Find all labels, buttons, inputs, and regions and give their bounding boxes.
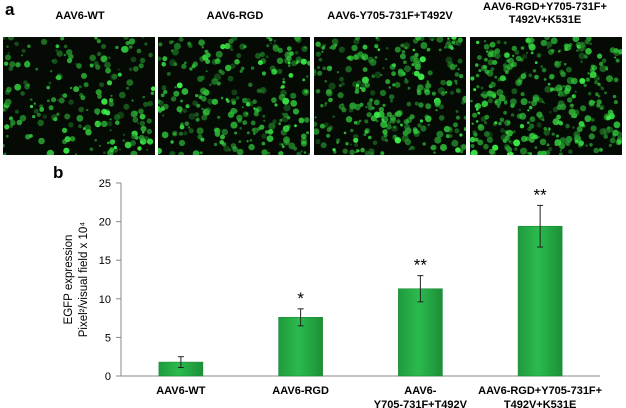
y-axis-label: EGFP expression Pixel²/visual field x 10⁴ (63, 222, 90, 338)
x-category-label: AAV6-RGD (272, 385, 329, 397)
significance-marker: ** (534, 185, 548, 204)
micrograph-title-line: AAV6-RGD (206, 10, 264, 22)
fluorescence-micrograph (158, 37, 310, 155)
bar (517, 225, 563, 377)
y-tick-label: 25 (99, 178, 111, 190)
fluorescence-micrograph (470, 37, 622, 155)
micrograph-title-line: AAV6-Y705-731F+T492V (327, 10, 453, 22)
y-tick-label: 20 (99, 217, 111, 229)
x-category-label-line: Y705-731F+T492V (374, 399, 468, 408)
micrograph-title: AAV6-RGD (155, 10, 315, 23)
x-category-label: AAV6-WT (156, 385, 206, 397)
y-axis-label-line: Pixel²/visual field x 10⁴ (78, 222, 90, 338)
bar (398, 288, 443, 377)
y-tick-label: 10 (99, 294, 111, 306)
micrograph-title: AAV6-RGD+Y705-731F+ T492V+K531E (465, 1, 625, 27)
significance-marker: * (297, 289, 304, 308)
y-tick-label: 0 (105, 371, 111, 383)
y-tick-label: 5 (105, 332, 111, 344)
x-category-label: AAV6- Y705-731F+T492V (374, 385, 468, 408)
panel-a-letter: a (5, 0, 15, 19)
y-axis-label-line: EGFP expression (63, 235, 75, 325)
micrograph-title: AAV6-WT (0, 10, 160, 23)
y-tick-label: 15 (99, 255, 111, 267)
x-category-label-line: T492V+K531E (504, 399, 576, 408)
fluorescence-micrograph (3, 37, 155, 155)
x-category-label: AAV6-RGD+Y705-731F+ T492V+K531E (478, 385, 602, 408)
micrograph-title-line: AAV6-WT (55, 10, 105, 22)
significance-marker: ** (414, 256, 428, 275)
bar-chart: 0 5 10 15 20 25 EGFP expression Pixel²/visual f… (63, 178, 602, 408)
fluorescence-micrograph (314, 37, 466, 155)
micrograph-title: AAV6-Y705-731F+T492V (310, 10, 470, 23)
x-category-label-line: AAV6-RGD+Y705-731F+ (478, 385, 602, 397)
x-category-label-line: AAV6- (404, 385, 437, 397)
bar (278, 317, 323, 377)
micrograph-title-line: T492V+K531E (508, 14, 582, 26)
x-category-label-line: AAV6-RGD (272, 385, 329, 397)
x-category-label-line: AAV6-WT (156, 385, 206, 397)
panel-b-letter: b (53, 163, 64, 182)
micrograph-title-line: AAV6-RGD+Y705-731F+ (483, 1, 607, 13)
